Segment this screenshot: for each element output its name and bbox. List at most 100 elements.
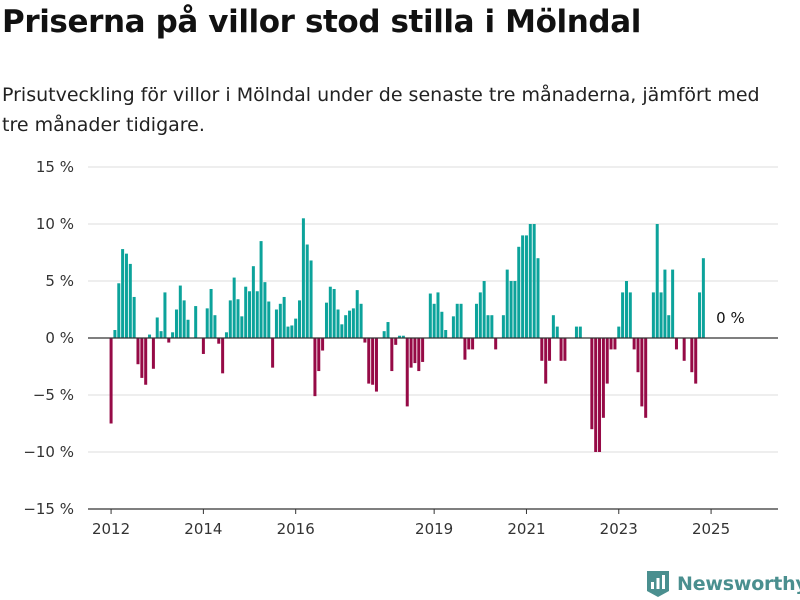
bar	[398, 335, 402, 338]
bar	[621, 292, 625, 338]
bar	[459, 303, 463, 338]
bar	[401, 335, 405, 338]
bar	[494, 338, 498, 350]
bar	[240, 316, 244, 338]
bar	[328, 286, 332, 338]
bar	[128, 263, 132, 338]
y-tick-label: 5 %	[45, 272, 74, 290]
bar	[336, 309, 340, 338]
y-tick-label: −10 %	[23, 443, 74, 461]
bar	[278, 303, 282, 338]
bar	[544, 338, 548, 384]
bar	[140, 338, 144, 378]
x-axis-ticks: 2012 2014 2016 2019 2021 2023 2025	[92, 509, 730, 538]
bar	[659, 292, 663, 338]
bar	[209, 288, 213, 338]
x-tick-label: 2019	[415, 520, 453, 538]
bar	[324, 302, 328, 338]
bar	[605, 338, 609, 384]
bar	[640, 338, 644, 407]
y-tick-label: 10 %	[36, 215, 74, 233]
bar	[348, 310, 352, 338]
bar	[332, 288, 336, 338]
y-tick-label: −5 %	[33, 386, 74, 404]
bar	[298, 300, 302, 338]
bar	[521, 235, 525, 338]
bar	[590, 338, 594, 430]
bar	[390, 338, 394, 372]
bar	[155, 317, 159, 338]
bar	[163, 292, 167, 338]
bar	[351, 308, 355, 338]
bar	[305, 244, 309, 338]
bar	[186, 319, 190, 338]
bar	[532, 224, 536, 338]
bar	[471, 338, 475, 350]
bar	[644, 338, 648, 418]
bar	[282, 296, 286, 338]
bar	[421, 338, 425, 362]
bar	[540, 338, 544, 361]
bar	[267, 301, 271, 338]
bar	[594, 338, 598, 452]
bar	[559, 338, 563, 361]
y-tick-label: 0 %	[45, 329, 74, 347]
bar	[440, 311, 444, 338]
bar	[201, 338, 205, 354]
bar	[274, 309, 278, 338]
bar	[636, 338, 640, 373]
bar	[144, 338, 148, 385]
bar	[359, 303, 363, 338]
bar	[263, 282, 267, 338]
bar	[344, 315, 348, 338]
bar	[121, 249, 125, 338]
bar	[436, 292, 440, 338]
x-tick-label: 2012	[92, 520, 130, 538]
bar	[628, 292, 632, 338]
bar	[490, 315, 494, 338]
bar	[578, 326, 582, 338]
bar	[409, 338, 413, 368]
bar	[501, 315, 505, 338]
bar	[651, 292, 655, 338]
bar	[451, 316, 455, 338]
bar	[251, 266, 255, 338]
bar	[182, 300, 186, 338]
bar	[367, 338, 371, 384]
bar	[355, 290, 359, 338]
bar	[174, 309, 178, 338]
bar	[255, 291, 259, 338]
bar	[478, 292, 482, 338]
bar	[671, 269, 675, 338]
bar	[113, 330, 117, 338]
bar	[517, 246, 521, 338]
bar	[259, 241, 263, 338]
bar	[309, 260, 313, 338]
bar	[117, 283, 121, 338]
bar	[232, 277, 236, 338]
bar	[632, 338, 636, 350]
bar	[609, 338, 613, 350]
latest-value-annotation: 0 %	[716, 309, 745, 327]
bar	[509, 281, 513, 338]
bar	[136, 338, 140, 365]
bar	[321, 338, 325, 351]
bar	[301, 218, 305, 338]
bar	[374, 338, 378, 392]
bar	[271, 338, 275, 368]
bar	[236, 299, 240, 338]
bar	[698, 292, 702, 338]
bar	[444, 330, 448, 338]
bar	[663, 269, 667, 338]
bar	[167, 338, 171, 343]
bar	[224, 332, 228, 338]
y-axis-ticks: 15 % 10 % 5 % 0 % −5 % −10 % −15 %	[23, 158, 74, 518]
bar	[601, 338, 605, 418]
bar	[455, 303, 459, 338]
bar	[467, 338, 471, 350]
bar	[528, 224, 532, 338]
bar	[432, 303, 436, 338]
bar	[548, 338, 552, 361]
x-tick-label: 2014	[184, 520, 222, 538]
bar	[148, 334, 152, 338]
